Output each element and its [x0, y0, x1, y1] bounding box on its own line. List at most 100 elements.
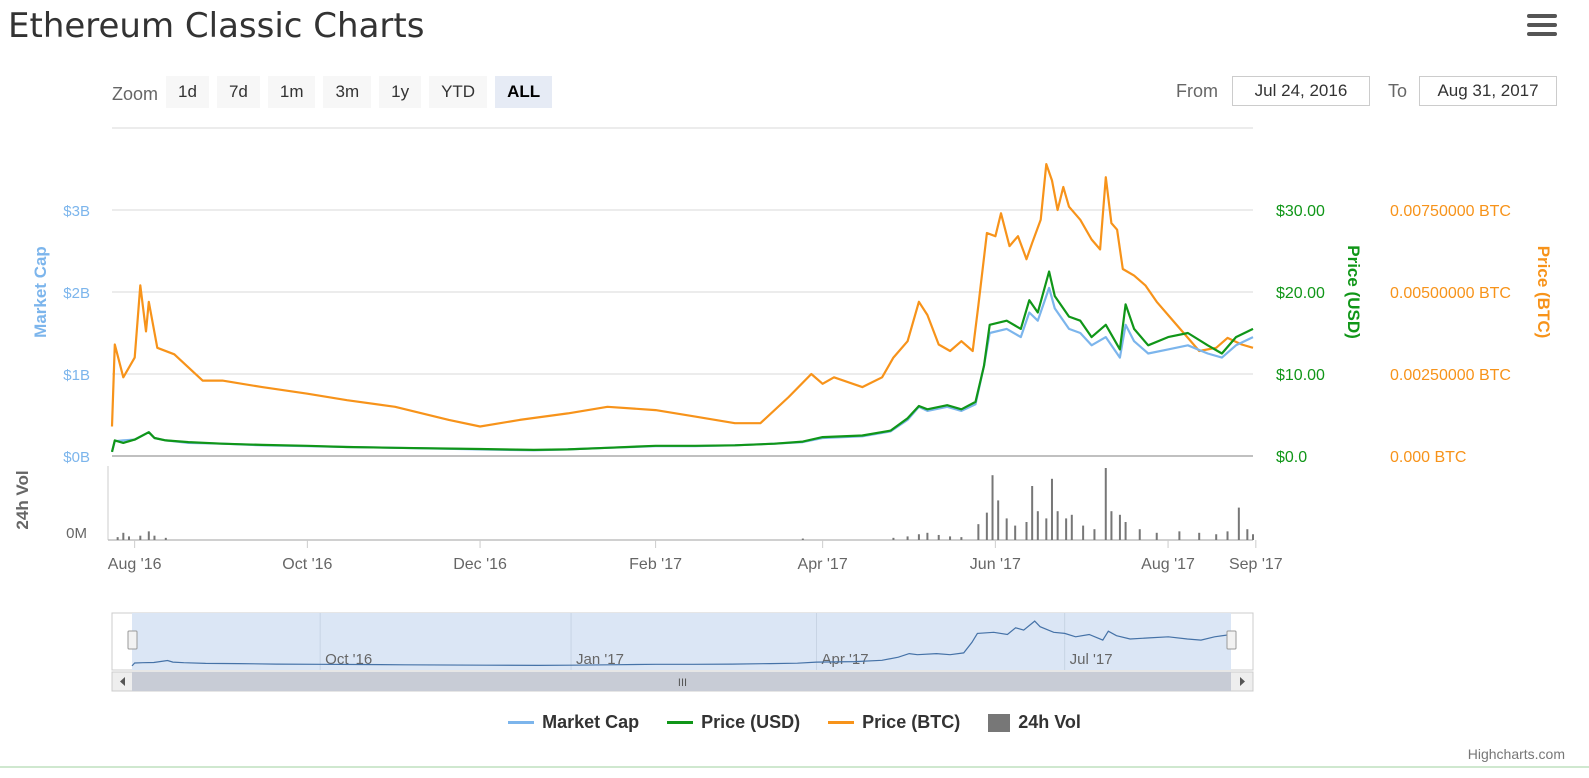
- zoom-3m-button[interactable]: 3m: [323, 76, 372, 108]
- y-tick-market-cap: $2B: [63, 285, 90, 302]
- volume-bar: [991, 475, 994, 540]
- zoom-ytd-button[interactable]: YTD: [429, 76, 488, 108]
- volume-bar: [1025, 522, 1028, 540]
- navigator-label: Oct '16: [325, 651, 372, 668]
- volume-bar: [1065, 518, 1068, 540]
- navigator-selection: [132, 613, 1231, 670]
- volume-bar: [1226, 531, 1229, 540]
- volume-bar: [164, 537, 167, 540]
- to-date-input[interactable]: [1419, 76, 1558, 106]
- y-tick-price-btc: 0.00250000 BTC: [1390, 367, 1511, 384]
- y-tick-market-cap: $0B: [63, 449, 90, 466]
- volume-bar: [1138, 529, 1141, 540]
- navigator-right-handle[interactable]: [1226, 630, 1237, 650]
- legend-item-market-cap[interactable]: Market Cap: [508, 712, 639, 733]
- navigator-series-line: [131, 620, 1232, 667]
- volume-bar: [1178, 531, 1181, 540]
- x-tick-label: Dec '16: [453, 556, 507, 573]
- volume-bar: [153, 535, 156, 540]
- volume-bar: [801, 538, 804, 540]
- zoom-all-button[interactable]: ALL: [495, 76, 553, 108]
- y-tick-price-usd: $0.0: [1276, 449, 1307, 466]
- page-title: Ethereum Classic Charts: [8, 6, 425, 46]
- scrollbar-thumb[interactable]: [132, 672, 1231, 691]
- x-tick-label: Aug '16: [108, 556, 162, 573]
- volume-bar: [960, 537, 963, 540]
- volume-bar: [1045, 518, 1048, 540]
- highcharts-credit-link[interactable]: Highcharts.com: [1467, 746, 1565, 762]
- volume-bar: [1056, 511, 1059, 540]
- legend-item-price-btc[interactable]: Price (BTC): [828, 712, 960, 733]
- y-tick-price-btc: 0.000 BTC: [1390, 449, 1466, 466]
- volume-bar: [1050, 478, 1053, 540]
- to-label: To: [1388, 80, 1408, 101]
- volume-bar: [1104, 468, 1107, 540]
- y-tick-price-usd: $30.00: [1276, 203, 1325, 220]
- navigator-label: Apr '17: [821, 651, 868, 668]
- from-date-input[interactable]: [1232, 76, 1370, 106]
- zoom-1y-button[interactable]: 1y: [379, 76, 422, 108]
- scroll-left-arrow-icon[interactable]: [120, 677, 125, 686]
- legend-label-price-btc: Price (BTC): [862, 712, 961, 732]
- y-axis-title-price-btc: Price (BTC): [1534, 246, 1553, 339]
- volume-bar: [917, 534, 920, 540]
- y-axis-title-price-usd: Price (USD): [1344, 245, 1363, 339]
- legend-label-market-cap: Market Cap: [542, 712, 640, 732]
- volume-bar: [1155, 532, 1158, 540]
- zoom-7d-button[interactable]: 7d: [216, 76, 260, 108]
- y-tick-market-cap: $3B: [63, 203, 90, 220]
- y-tick-24h-vol: 0M: [66, 525, 87, 542]
- volume-bar: [147, 531, 150, 540]
- volume-bar: [1110, 511, 1113, 540]
- date-range: From To: [1176, 76, 1558, 106]
- series-line-price-usd: [110, 270, 1254, 453]
- legend-item-price-usd[interactable]: Price (USD): [667, 712, 800, 733]
- volume-bar: [1198, 532, 1201, 540]
- volume-bar: [1252, 534, 1254, 540]
- bottom-divider: [0, 766, 1589, 768]
- x-tick-label: Oct '16: [282, 556, 332, 573]
- x-tick-label: Jun '17: [970, 556, 1021, 573]
- zoom-bar: Zoom 1d 7d 1m 3m 1y YTD ALL: [112, 76, 560, 108]
- volume-bar: [892, 537, 895, 540]
- volume-bar: [122, 532, 125, 540]
- volume-bar: [1237, 507, 1240, 540]
- y-axis-title-market-cap: Market Cap: [31, 246, 50, 338]
- y-tick-price-btc: 0.00750000 BTC: [1390, 203, 1511, 220]
- volume-bar: [1031, 486, 1034, 540]
- volume-bar: [906, 536, 909, 540]
- legend-line-market-cap: [508, 721, 535, 724]
- volume-bar: [1215, 534, 1218, 540]
- series-line-price-btc: [110, 163, 1254, 428]
- volume-bar: [1093, 529, 1096, 540]
- y-tick-market-cap: $1B: [63, 367, 90, 384]
- x-tick-label: Sep '17: [1229, 556, 1283, 573]
- zoom-1d-button[interactable]: 1d: [166, 76, 209, 108]
- x-tick-label: Feb '17: [629, 556, 682, 573]
- x-tick-label: Aug '17: [1141, 556, 1195, 573]
- navigator-label: Jul '17: [1070, 651, 1113, 668]
- y-tick-price-usd: $20.00: [1276, 285, 1325, 302]
- hamburger-menu-icon[interactable]: [1527, 14, 1557, 38]
- volume-bar: [1005, 518, 1008, 540]
- legend-line-price-btc: [828, 721, 855, 724]
- scroll-right-arrow-icon[interactable]: [1240, 677, 1245, 686]
- legend-line-price-usd: [667, 721, 694, 724]
- legend-item-24h-vol[interactable]: 24h Vol: [988, 712, 1081, 733]
- navigator-left-handle[interactable]: [127, 630, 138, 650]
- legend-label-24h-vol: 24h Vol: [1018, 712, 1081, 732]
- x-tick-label: Apr '17: [798, 556, 848, 573]
- volume-bar: [1118, 514, 1121, 540]
- volume-bar: [997, 500, 1000, 540]
- legend: Market Cap Price (USD) Price (BTC) 24h V…: [0, 712, 1589, 733]
- volume-bar: [926, 532, 929, 540]
- volume-bar: [985, 512, 988, 540]
- volume-bar: [1082, 525, 1085, 540]
- series-line-market-cap: [110, 286, 1254, 453]
- scrollbar-grip-icon: III: [678, 677, 687, 689]
- zoom-1m-button[interactable]: 1m: [267, 76, 316, 108]
- volume-bar: [1014, 525, 1017, 540]
- legend-label-price-usd: Price (USD): [701, 712, 801, 732]
- volume-bar: [116, 537, 119, 540]
- y-tick-price-usd: $10.00: [1276, 367, 1325, 384]
